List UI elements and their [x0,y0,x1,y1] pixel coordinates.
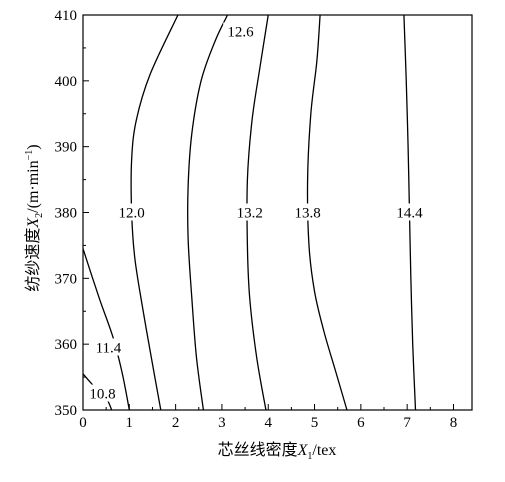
x-tick-label: 5 [311,415,319,431]
contour-label-bg [290,203,325,221]
contour-line-12-6 [187,15,229,410]
y-tick-label: 360 [55,337,78,353]
contour-label-bg [232,203,267,221]
contour-label-12-6: 12.6 [227,24,254,40]
y-tick-label: 400 [55,74,78,90]
x-tick-label: 2 [172,415,180,431]
x-tick-label: 8 [450,415,458,431]
contour-label-11-4: 11.4 [96,340,122,356]
x-tick-label: 3 [218,415,226,431]
x-axis-title: 芯丝线密度X1/tex [218,441,337,462]
plot-area: 10.8 11.4 12.0 12.6 13.2 13.8 14.4 0 1 2 3 4 5 6 7 8 350… [55,8,473,431]
contour-label-12-0: 12.0 [119,206,145,222]
contour-label-13-8: 13.8 [294,206,320,222]
contour-line-13-8 [306,15,348,410]
contour-label-10-8: 10.8 [89,387,115,403]
y-axis-title: 纺纱速度X2/(m·min−1) [24,144,45,291]
contour-label-bg [91,338,126,356]
contour-label-bg [392,203,427,221]
contour-label-14-4: 14.4 [396,206,423,222]
x-tick-label: 6 [357,415,365,431]
x-tick-label: 0 [79,415,87,431]
contour-label-bg [114,203,149,221]
x-tick-label: 1 [126,415,134,431]
y-tick-label: 380 [55,206,78,222]
x-tick-label: 4 [264,415,272,431]
contour-label-13-2: 13.2 [237,206,263,222]
contour-line-11-4 [83,248,130,410]
contour-label-bg [223,22,258,40]
y-tick-label: 370 [55,271,78,287]
x-tick-label: 7 [403,415,411,431]
contour-label-bg [85,384,120,402]
y-tick-label: 350 [55,403,78,419]
y-tick-label: 390 [55,140,78,156]
y-tick-label: 410 [55,8,78,24]
